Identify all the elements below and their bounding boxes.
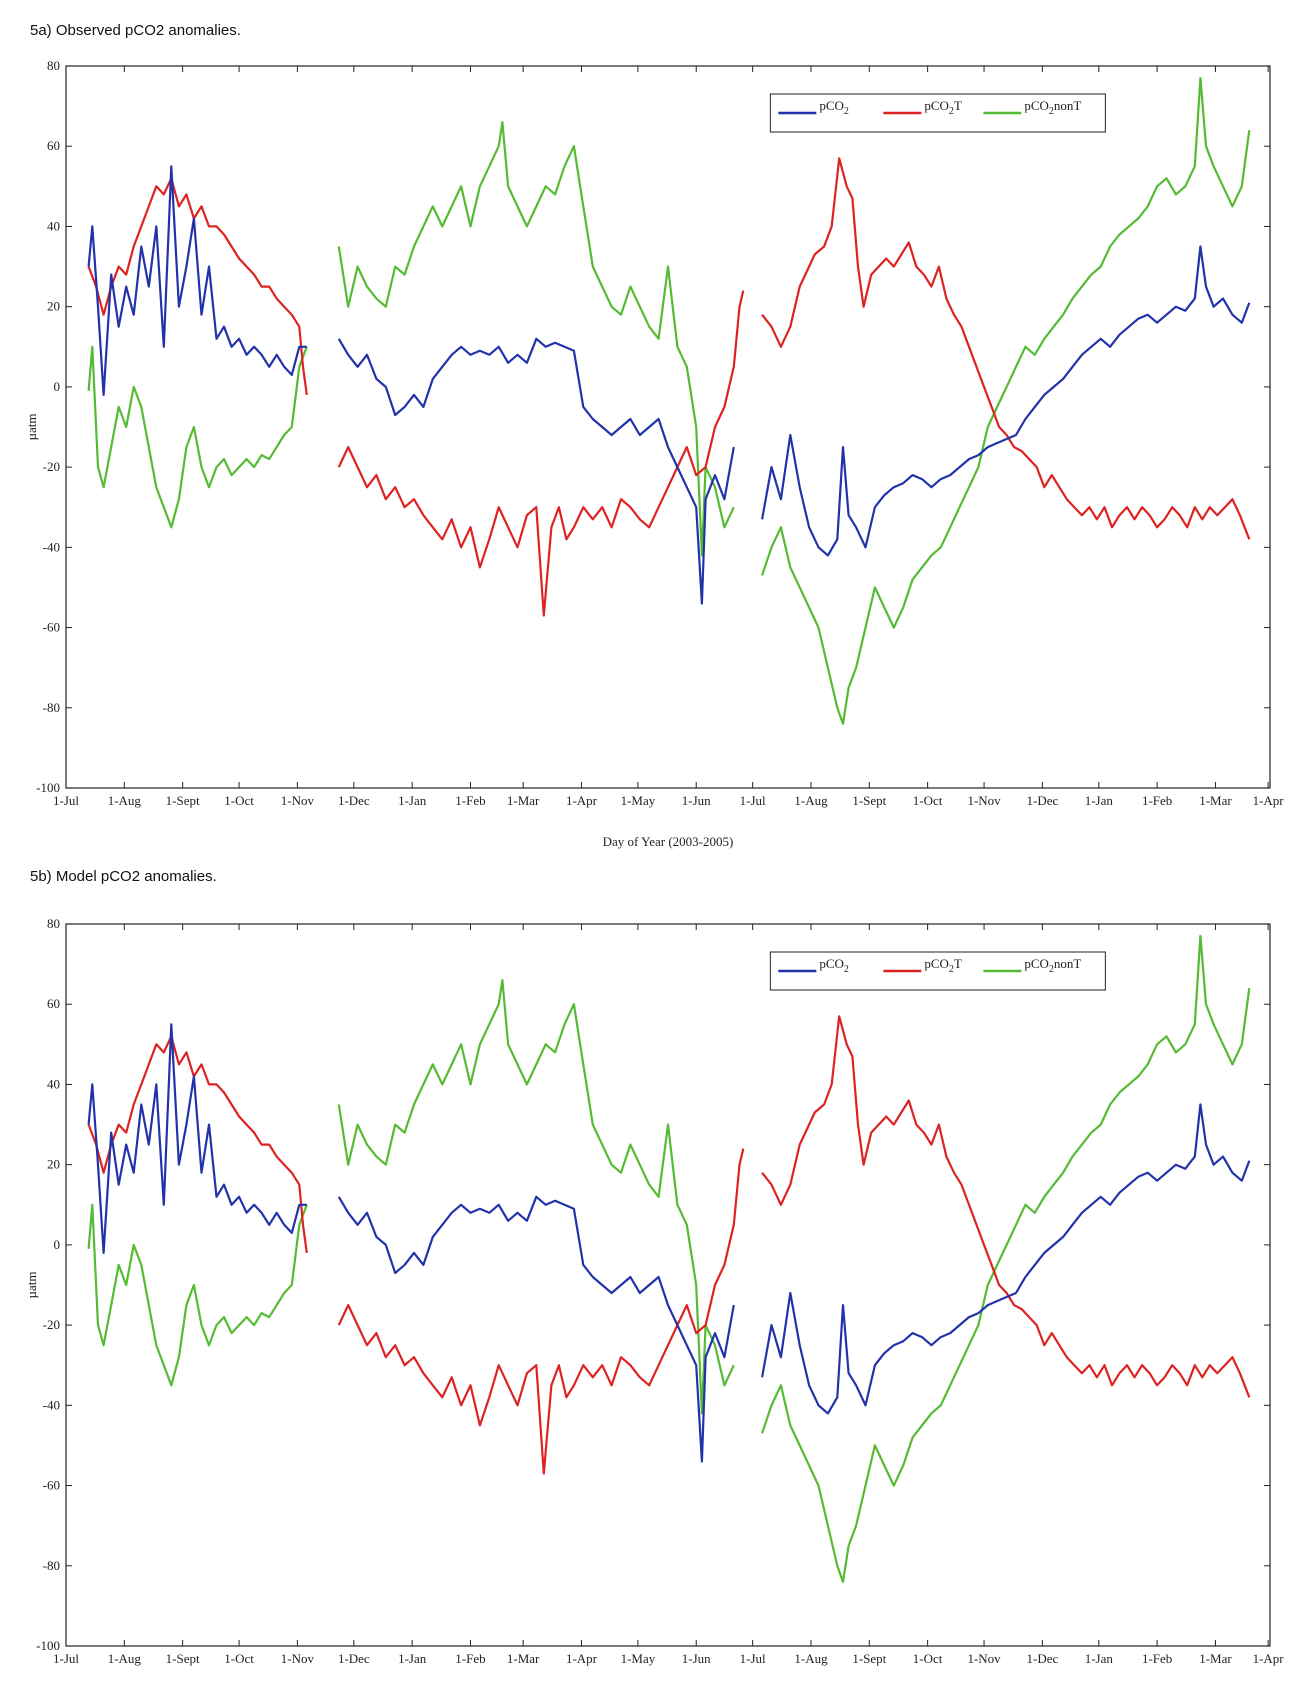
series-line-pCO2T — [761, 1015, 1251, 1398]
x-tick-label: 1-Sept — [852, 793, 886, 808]
x-tick-label: 1-Dec — [338, 793, 370, 808]
x-tick-label: 1-Jan — [1085, 793, 1114, 808]
series-line-pCO2nonT — [761, 76, 1251, 725]
x-tick-label: 1-Oct — [224, 793, 254, 808]
y-axis-label: µatm — [24, 1272, 39, 1299]
series-line-pCO2 — [87, 165, 307, 396]
x-tick-label: 1-Dec — [1026, 793, 1058, 808]
legend-label-pCO2T: pCO2T — [924, 98, 962, 117]
x-tick-label: 1-Aug — [794, 793, 828, 808]
series-line-pCO2 — [761, 245, 1251, 557]
y-axis-label: µatm — [24, 414, 39, 441]
series-line-pCO2 — [761, 1103, 1251, 1415]
y-tick-label: -60 — [43, 1478, 60, 1493]
y-tick-label: 40 — [47, 1076, 60, 1091]
y-tick-label: -80 — [43, 700, 60, 715]
legend-label-pCO2nonT: pCO2nonT — [1024, 98, 1081, 117]
x-tick-label: 1-Nov — [281, 1651, 315, 1666]
x-tick-label: 1-Oct — [913, 1651, 943, 1666]
x-tick-label: 1-Nov — [967, 1651, 1001, 1666]
x-tick-label: 1-Feb — [1142, 1651, 1172, 1666]
series-line-pCO2 — [337, 337, 735, 605]
x-tick-label: 1-Jul — [53, 793, 79, 808]
x-tick-label: 1-May — [621, 793, 656, 808]
series-line-pCO2T — [337, 290, 745, 617]
x-tick-label: 1-Feb — [455, 1651, 485, 1666]
x-tick-label: 1-Sept — [852, 1651, 886, 1666]
y-tick-label: 80 — [47, 916, 60, 931]
y-tick-label: -80 — [43, 1558, 60, 1573]
legend-label-pCO2: pCO2 — [819, 956, 849, 975]
x-tick-label: 1-Apr — [1253, 1651, 1285, 1666]
y-tick-label: 80 — [47, 58, 60, 73]
x-tick-label: 1-Sept — [166, 793, 200, 808]
legend-label-pCO2T: pCO2T — [924, 956, 962, 975]
x-tick-label: 1-Mar — [507, 793, 540, 808]
x-tick-label: 1-Aug — [794, 1651, 828, 1666]
x-tick-label: 1-Mar — [507, 1651, 540, 1666]
x-tick-label: 1-May — [621, 1651, 656, 1666]
series-line-pCO2T — [87, 1035, 308, 1254]
x-tick-label: 1-Feb — [455, 793, 485, 808]
plot-frame — [65, 923, 1271, 1647]
legend-box — [769, 93, 1106, 133]
x-tick-label: 1-Nov — [281, 793, 315, 808]
panel-b-title: 5b) Model pCO2 anomalies. — [30, 868, 217, 885]
series-line-pCO2T — [337, 1148, 745, 1475]
series-line-pCO2T — [87, 177, 308, 396]
y-tick-label: 20 — [47, 299, 60, 314]
y-tick-label: 0 — [54, 379, 61, 394]
series-line-pCO2nonT — [87, 345, 308, 529]
x-tick-label: 1-Dec — [338, 1651, 370, 1666]
series-line-pCO2 — [337, 1195, 735, 1463]
x-tick-label: 1-Jun — [682, 1651, 711, 1666]
x-tick-label: 1-Jan — [398, 793, 427, 808]
panel-a-title: 5a) Observed pCO2 anomalies. — [30, 22, 241, 39]
series-line-pCO2nonT — [337, 121, 735, 557]
y-tick-label: 0 — [54, 1237, 61, 1252]
x-axis-label: Day of Year (2003-2005) — [603, 834, 734, 849]
x-tick-label: 1-Oct — [913, 793, 943, 808]
x-tick-label: 1-Feb — [1142, 793, 1172, 808]
series-line-pCO2T — [761, 157, 1251, 540]
y-tick-label: -20 — [43, 1317, 60, 1332]
x-tick-label: 1-Oct — [224, 1651, 254, 1666]
plot-frame — [65, 65, 1271, 789]
y-tick-label: 40 — [47, 218, 60, 233]
x-tick-label: 1-Jun — [682, 793, 711, 808]
x-tick-label: 1-Jan — [398, 1651, 427, 1666]
x-tick-label: 1-Mar — [1199, 793, 1232, 808]
x-tick-label: 1-Aug — [108, 1651, 142, 1666]
legend-box — [769, 951, 1106, 991]
y-tick-label: 60 — [47, 138, 60, 153]
x-tick-label: 1-Apr — [1253, 793, 1285, 808]
y-tick-label: -20 — [43, 459, 60, 474]
series-line-pCO2nonT — [87, 1203, 308, 1387]
x-tick-label: 1-Nov — [967, 793, 1001, 808]
x-tick-label: 1-Jul — [740, 793, 766, 808]
y-tick-label: 20 — [47, 1157, 60, 1172]
series-line-pCO2nonT — [761, 934, 1251, 1583]
y-tick-label: -40 — [43, 539, 60, 554]
y-tick-label: 60 — [47, 996, 60, 1011]
x-tick-label: 1-Sept — [166, 1651, 200, 1666]
x-tick-label: 1-Jul — [740, 1651, 766, 1666]
y-tick-label: -100 — [36, 780, 60, 795]
x-tick-label: 1-Jan — [1085, 1651, 1114, 1666]
legend-label-pCO2: pCO2 — [819, 98, 849, 117]
x-tick-label: 1-Jul — [53, 1651, 79, 1666]
series-line-pCO2nonT — [337, 979, 735, 1415]
x-tick-label: 1-Apr — [566, 1651, 598, 1666]
y-tick-label: -100 — [36, 1638, 60, 1653]
x-tick-label: 1-Apr — [566, 793, 598, 808]
series-line-pCO2 — [87, 1023, 307, 1254]
legend-label-pCO2nonT: pCO2nonT — [1024, 956, 1081, 975]
x-tick-label: 1-Mar — [1199, 1651, 1232, 1666]
x-tick-label: 1-Dec — [1026, 1651, 1058, 1666]
y-tick-label: -60 — [43, 620, 60, 635]
x-tick-label: 1-Aug — [108, 793, 142, 808]
y-tick-label: -40 — [43, 1397, 60, 1412]
